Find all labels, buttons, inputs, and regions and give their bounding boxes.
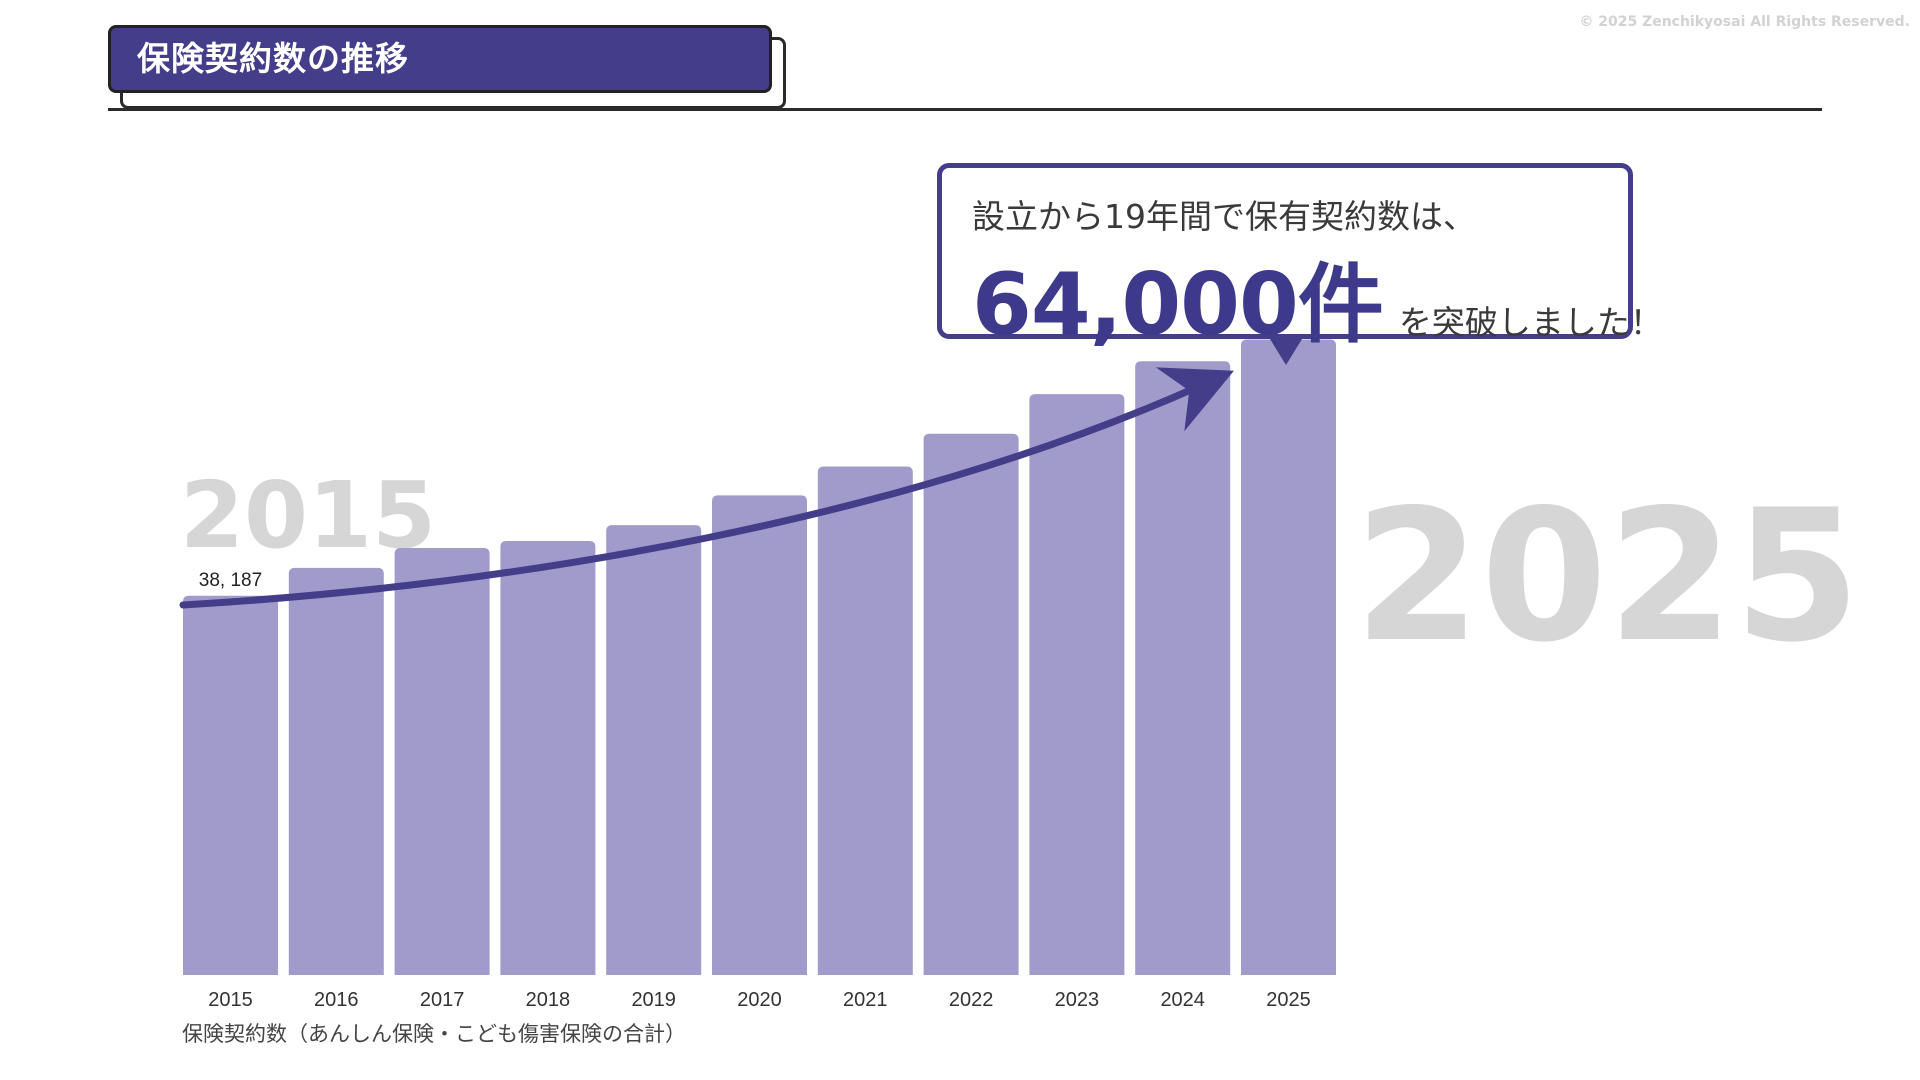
x-tick-label-2025: 2025 bbox=[1266, 989, 1311, 1011]
x-tick-label-2018: 2018 bbox=[526, 989, 571, 1011]
title-divider bbox=[108, 108, 1822, 111]
chart-caption: 保険契約数（あんしん保険・こども傷害保険の合計） bbox=[182, 1022, 686, 1046]
callout-text: 設立から19年間で保有契約数は、 bbox=[972, 197, 1476, 236]
x-tick-label-2021: 2021 bbox=[843, 989, 888, 1011]
callout-pointer bbox=[1270, 339, 1302, 365]
bar-2017 bbox=[394, 547, 490, 975]
x-tick-label-2017: 2017 bbox=[420, 989, 465, 1011]
decor-year-end: 2025 bbox=[1354, 470, 1861, 682]
x-tick-label-2023: 2023 bbox=[1055, 989, 1100, 1011]
x-tick-label-2016: 2016 bbox=[314, 989, 359, 1011]
bar-2023 bbox=[1029, 394, 1125, 975]
bar-2022 bbox=[923, 433, 1019, 975]
x-tick-label-2015: 2015 bbox=[208, 989, 253, 1011]
bar-2024 bbox=[1135, 361, 1231, 976]
callout-suffix: を突破しました！ bbox=[1398, 303, 1663, 342]
bar-2015 bbox=[183, 595, 278, 975]
trend-arrow bbox=[179, 367, 1234, 609]
bar-2019 bbox=[606, 525, 702, 975]
bar-2021 bbox=[817, 466, 913, 975]
bar-2020 bbox=[712, 495, 807, 975]
bar-2025 bbox=[1241, 339, 1336, 975]
x-tick-label-2019: 2019 bbox=[631, 989, 676, 1011]
page-title: 保険契約数の推移 bbox=[108, 25, 772, 93]
copyright-notice: © 2025 Zenchikyosai All Rights Reserved. bbox=[1579, 14, 1910, 30]
callout-headline: 64,000件 を突破しました！ bbox=[972, 234, 1663, 359]
callout-highlight: 64,000件 bbox=[972, 255, 1384, 355]
bar-2016 bbox=[288, 567, 384, 975]
callout-box: 設立から19年間で保有契約数は、 64,000件 を突破しました！ bbox=[937, 163, 1663, 355]
x-tick-label-2022: 2022 bbox=[949, 989, 994, 1011]
x-tick-label-2020: 2020 bbox=[737, 989, 782, 1011]
x-tick-label-2024: 2024 bbox=[1160, 989, 1205, 1011]
bars-group bbox=[183, 339, 1336, 976]
bar-2018 bbox=[500, 541, 596, 975]
data-label-2015: 38, 187 bbox=[199, 570, 262, 591]
decor-year-start: 2015 bbox=[180, 462, 437, 569]
